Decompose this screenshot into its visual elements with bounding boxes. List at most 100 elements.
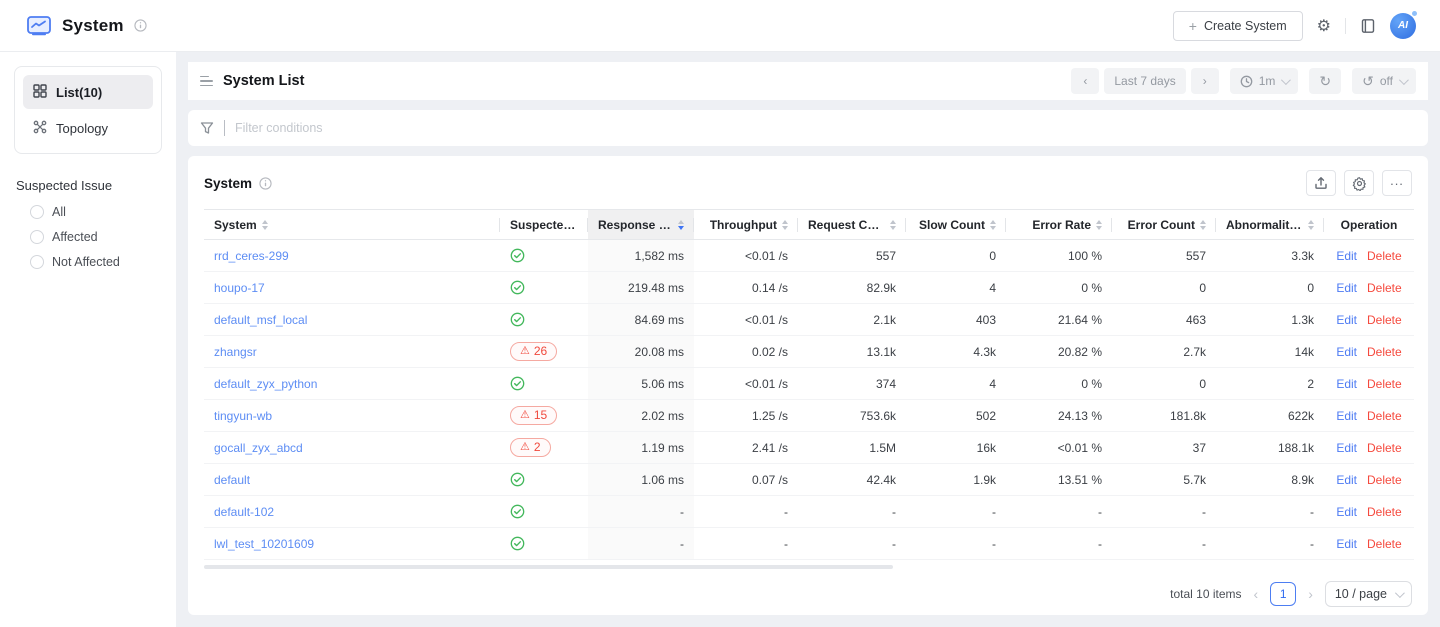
- table-settings-icon[interactable]: [1344, 170, 1374, 196]
- system-cell: default_msf_local: [204, 303, 500, 336]
- create-system-button[interactable]: + Create System: [1172, 10, 1303, 41]
- column-header-abnormality_count[interactable]: Abnormality C...: [1216, 209, 1324, 240]
- delete-link[interactable]: Delete: [1367, 312, 1402, 327]
- slow_count-cell: 1.9k: [906, 463, 1006, 496]
- system-link[interactable]: lwl_test_10201609: [214, 536, 315, 551]
- delete-link[interactable]: Delete: [1367, 248, 1402, 263]
- system-link[interactable]: houpo-17: [214, 280, 265, 295]
- edit-link[interactable]: Edit: [1336, 440, 1357, 455]
- edit-link[interactable]: Edit: [1336, 344, 1357, 359]
- system-cell: tingyun-wb: [204, 399, 500, 432]
- pagination-page-1[interactable]: 1: [1270, 582, 1297, 606]
- edit-link[interactable]: Edit: [1336, 248, 1357, 263]
- edit-link[interactable]: Edit: [1336, 504, 1357, 519]
- settings-gear-icon[interactable]: ⚙: [1316, 17, 1331, 35]
- time-range-next-button[interactable]: ›: [1190, 68, 1219, 94]
- issue-count-badge[interactable]: ⚠ 15: [510, 406, 558, 425]
- column-header-response_time[interactable]: Response Tim...: [588, 209, 694, 240]
- system-cell: lwl_test_10201609: [204, 527, 500, 560]
- suspected-issue-cell: [500, 495, 588, 528]
- warning-icon: ⚠: [520, 344, 530, 357]
- delete-link[interactable]: Delete: [1367, 376, 1402, 391]
- export-button[interactable]: [1306, 170, 1336, 196]
- request_count-cell: -: [798, 495, 906, 528]
- info-icon[interactable]: [259, 176, 272, 190]
- system-table: System Suspected Is... Response Tim... Thro…: [204, 209, 1414, 560]
- system-cell: rrd_ceres-299: [204, 239, 500, 272]
- page-size-select[interactable]: 10 / page: [1324, 581, 1412, 607]
- horizontal-scrollbar[interactable]: [204, 565, 1412, 569]
- throughput-cell: 0.07 /s: [694, 463, 798, 496]
- auto-refresh-dropdown[interactable]: ↺ off: [1352, 68, 1416, 94]
- delete-link[interactable]: Delete: [1367, 440, 1402, 455]
- delete-link[interactable]: Delete: [1367, 472, 1402, 487]
- radio-all[interactable]: All: [30, 205, 176, 219]
- divider: [1345, 17, 1346, 34]
- collapse-menu-icon[interactable]: [200, 75, 213, 87]
- column-header-throughput[interactable]: Throughput: [694, 209, 798, 240]
- delete-link[interactable]: Delete: [1367, 344, 1402, 359]
- filter-bar: [188, 110, 1428, 146]
- edit-link[interactable]: Edit: [1336, 408, 1357, 423]
- interval-dropdown[interactable]: 1m: [1229, 68, 1299, 94]
- system-link[interactable]: zhangsr: [214, 344, 257, 359]
- time-range-prev-button[interactable]: ‹: [1071, 68, 1100, 94]
- request_count-cell: 753.6k: [798, 399, 906, 432]
- delete-link[interactable]: Delete: [1367, 504, 1402, 519]
- operation-cell: Edit Delete: [1324, 239, 1414, 272]
- system-link[interactable]: default-102: [214, 504, 275, 519]
- system-link[interactable]: default_msf_local: [214, 312, 308, 327]
- radio-not-affected[interactable]: Not Affected: [30, 255, 176, 269]
- suspected-issue-cell: [500, 367, 588, 400]
- delete-link[interactable]: Delete: [1367, 408, 1402, 423]
- info-icon[interactable]: [134, 19, 147, 32]
- error_count-cell: -: [1112, 527, 1216, 560]
- request_count-cell: 557: [798, 239, 906, 272]
- edit-link[interactable]: Edit: [1336, 376, 1357, 391]
- operation-cell: Edit Delete: [1324, 463, 1414, 496]
- sidebar-item-list[interactable]: List(10): [23, 75, 153, 109]
- column-header-system[interactable]: System: [204, 209, 500, 240]
- edit-link[interactable]: Edit: [1336, 280, 1357, 295]
- scrollbar-thumb[interactable]: [204, 565, 893, 569]
- edit-link[interactable]: Edit: [1336, 472, 1357, 487]
- table-row: gocall_zyx_abcd ⚠ 2 1.19 ms 2.41 /s 1.5M 16k <0…: [204, 431, 1414, 464]
- operation-cell: Edit Delete: [1324, 431, 1414, 464]
- column-header-error_rate[interactable]: Error Rate: [1006, 209, 1112, 240]
- column-header-slow_count[interactable]: Slow Count: [906, 209, 1006, 240]
- slow_count-cell: -: [906, 527, 1006, 560]
- column-header-request_count[interactable]: Request Count: [798, 209, 906, 240]
- check-circle-icon: [510, 376, 525, 391]
- request_count-cell: 1.5M: [798, 431, 906, 464]
- ai-assistant-icon[interactable]: AI: [1390, 10, 1417, 39]
- radio-affected[interactable]: Affected: [30, 230, 176, 244]
- chevron-down-icon: [1394, 587, 1405, 598]
- sidebar-item-topology[interactable]: Topology: [23, 111, 153, 145]
- edit-link[interactable]: Edit: [1336, 536, 1357, 551]
- issue-count-badge[interactable]: ⚠ 26: [510, 342, 558, 361]
- system-link[interactable]: rrd_ceres-299: [214, 248, 289, 263]
- time-range-label: Last 7 days: [1114, 74, 1176, 88]
- delete-link[interactable]: Delete: [1367, 280, 1402, 295]
- filter-conditions-input[interactable]: [235, 121, 1416, 135]
- delete-link[interactable]: Delete: [1367, 536, 1402, 551]
- refresh-button[interactable]: ↻: [1309, 68, 1342, 94]
- system-link[interactable]: default: [214, 472, 251, 487]
- pagination: total 10 items ‹ 1 › 10 / page: [204, 581, 1412, 607]
- docs-book-icon[interactable]: [1360, 18, 1376, 34]
- issue-count-badge[interactable]: ⚠ 2: [510, 438, 551, 457]
- table-header: System Suspected Is... Response Tim... Thro…: [204, 209, 1414, 240]
- pagination-next-icon[interactable]: ›: [1308, 586, 1313, 602]
- main-content: System List ‹ Last 7 days › 1m ↻: [176, 52, 1440, 627]
- pagination-prev-icon[interactable]: ‹: [1253, 586, 1259, 602]
- system-link[interactable]: tingyun-wb: [214, 408, 273, 423]
- more-button[interactable]: ...: [1382, 170, 1412, 196]
- column-header-error_count[interactable]: Error Count: [1112, 209, 1216, 240]
- system-link[interactable]: gocall_zyx_abcd: [214, 440, 303, 455]
- system-link[interactable]: default_zyx_python: [214, 376, 318, 391]
- edit-link[interactable]: Edit: [1336, 312, 1357, 327]
- request_count-cell: 42.4k: [798, 463, 906, 496]
- error_rate-cell: 21.64 %: [1006, 303, 1112, 336]
- sort-icon: [890, 219, 896, 230]
- time-range-button[interactable]: Last 7 days: [1104, 68, 1186, 94]
